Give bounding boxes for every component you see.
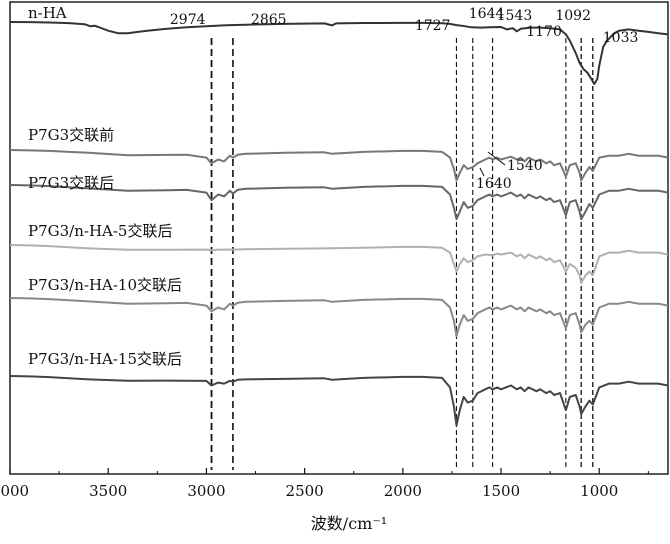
x-tick-label: 2500 [286, 482, 324, 500]
ref-label-1033: 1033 [603, 30, 639, 46]
series-line-4 [9, 244, 669, 284]
ref-label-1644: 1644 [469, 6, 505, 22]
x-axis-title: 波数/cm⁻¹ [311, 514, 387, 533]
x-tick-label: 1000 [580, 482, 618, 500]
series-label-2: P7G3交联前 [28, 126, 114, 144]
ref-label-1170: 1170 [526, 24, 562, 40]
series-label-1: n-HA [28, 4, 67, 22]
x-tick-label: 2000 [384, 482, 422, 500]
series-label-3: P7G3交联后 [28, 174, 114, 192]
series-label-4: P7G3/n-HA-5交联后 [28, 222, 172, 240]
series-line-6 [9, 375, 669, 427]
series-line-3 [9, 184, 669, 221]
series-label-5: P7G3/n-HA-10交联后 [28, 276, 182, 294]
plot-frame [9, 1, 669, 475]
series-label-6: P7G3/n-HA-15交联后 [28, 350, 182, 368]
annotation-leader-1540 [487, 151, 506, 166]
ref-label-1727: 1727 [415, 18, 451, 34]
ref-label-1543: 1543 [497, 8, 533, 24]
x-tick-label: 3500 [89, 482, 127, 500]
ref-label-2865: 2865 [251, 12, 287, 28]
series-line-1 [9, 21, 669, 85]
series-line-5 [9, 297, 669, 337]
series-line-2 [9, 149, 669, 182]
annotation-label-1540: 1540 [507, 158, 543, 174]
ref-label-2974: 2974 [170, 12, 206, 28]
ref-label-1092: 1092 [555, 8, 591, 24]
annotation-label-1640: 1640 [476, 176, 512, 192]
x-tick-label: 3000 [187, 482, 225, 500]
annotation-leader-1640 [479, 167, 485, 177]
x-tick-label: 1500 [482, 482, 520, 500]
